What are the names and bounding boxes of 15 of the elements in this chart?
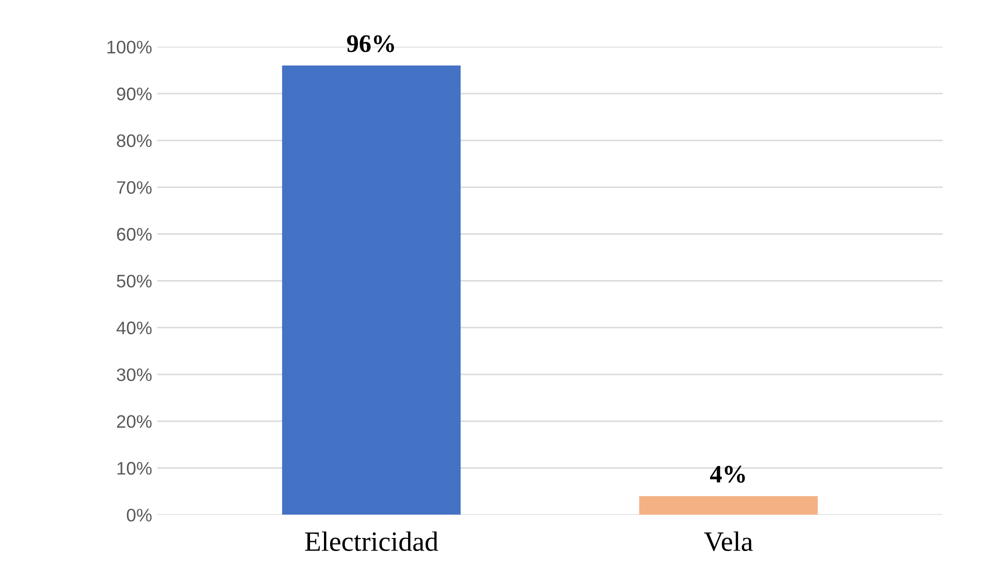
y-tick-label: 40% (116, 322, 152, 334)
y-tick-label: 20% (117, 415, 152, 428)
y-tick-label: 70% (117, 181, 152, 194)
y-tick-label: 90% (116, 88, 152, 100)
data-label: 4% (710, 466, 745, 483)
y-tick-label: 10% (118, 462, 152, 475)
x-tick-label: Electricidad (305, 531, 438, 552)
y-tick-label: 100% (107, 40, 152, 54)
x-tick-label: Vela (704, 531, 753, 552)
y-tick-label: 80% (116, 134, 152, 148)
y-tick-label: 0% (126, 508, 152, 522)
y-tick-label: 60% (117, 228, 152, 241)
y-tick-label: 30% (116, 368, 152, 382)
data-label: 96% (347, 35, 394, 52)
y-tick-label: 50% (116, 274, 152, 288)
